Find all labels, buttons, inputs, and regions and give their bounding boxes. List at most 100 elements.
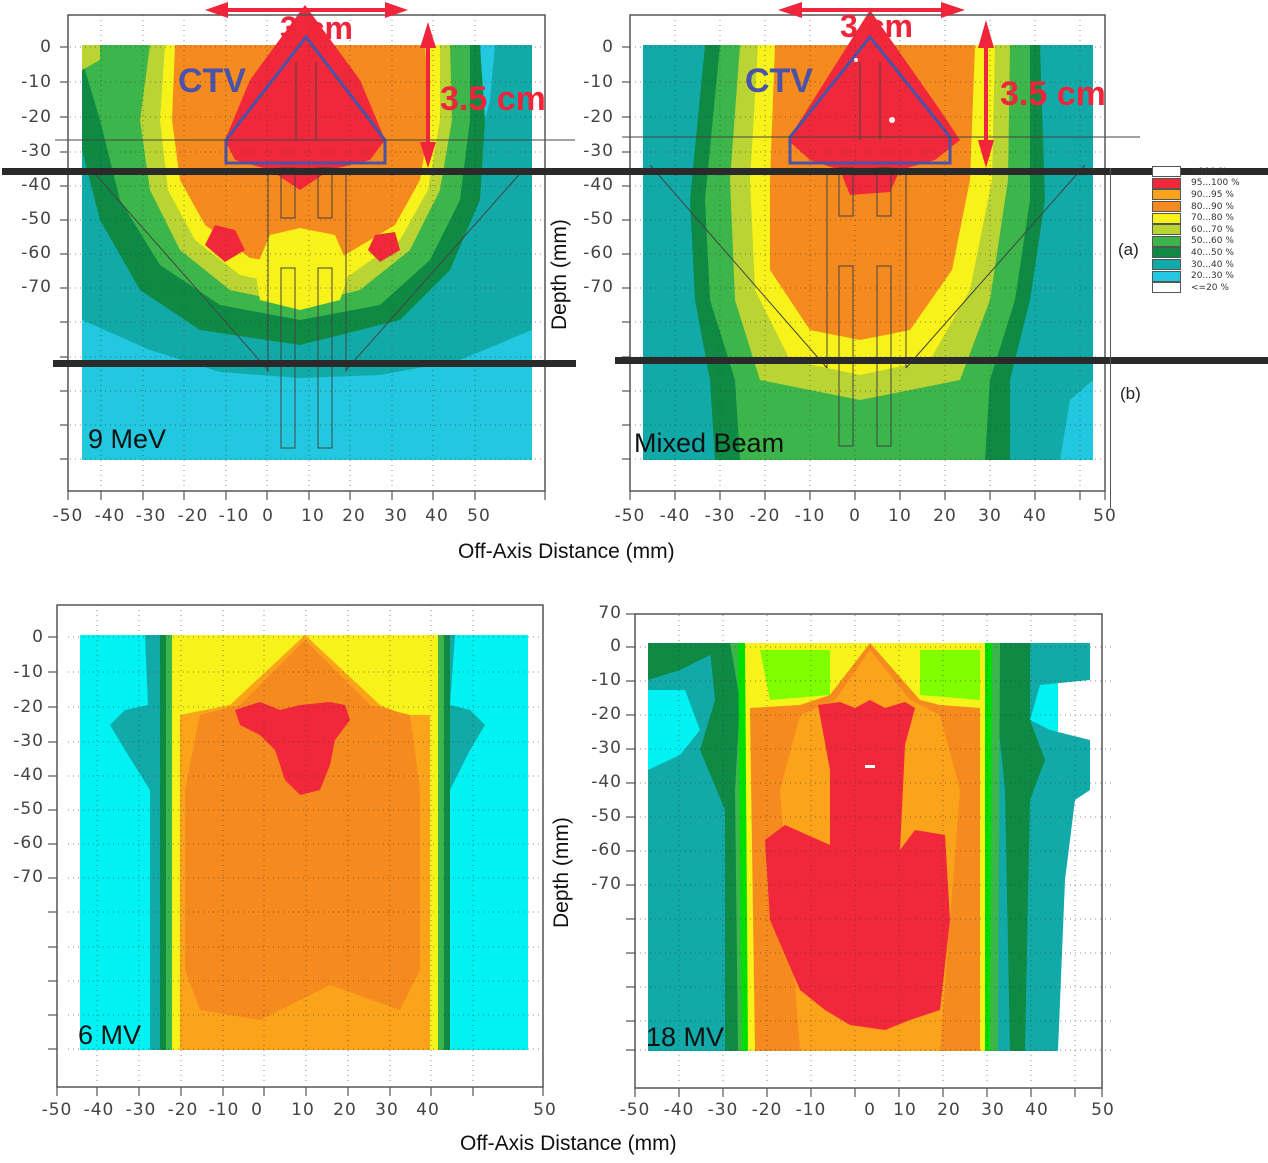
legend-item: <=20 % [1152, 282, 1240, 294]
xtick: 20 [333, 1100, 357, 1120]
dose-map-6mv [48, 604, 544, 1096]
annotation-depth: 3.5 cm [1000, 75, 1106, 113]
xtick: -20 [751, 1100, 783, 1120]
ytick: -20 [13, 697, 44, 717]
panel-mixed-beam: 0 -10 -20 -30 -40 -50 -60 -70 -50 -40 -3… [540, 0, 1140, 526]
xtick: -30 [707, 1100, 739, 1120]
panel-18mv: 70 0 -10 -20 -30 -40 -50 -60 -70 -50 -40… [550, 590, 1160, 1120]
ytick: -50 [583, 209, 614, 229]
ytick: -20 [21, 107, 52, 127]
legend-item: 30...40 % [1152, 259, 1240, 271]
xtick: 0 [864, 1100, 876, 1120]
xtick: -40 [663, 1100, 695, 1120]
xtick: -10 [218, 506, 250, 526]
annotation-width: 3 cm [840, 8, 913, 44]
xtick: 0 [251, 1100, 263, 1120]
reference-line-a [2, 168, 1268, 175]
xtick: -10 [794, 506, 826, 526]
xtick: -40 [94, 506, 126, 526]
xtick: 30 [981, 1100, 1005, 1120]
ytick: -60 [583, 243, 614, 263]
ytick: -40 [21, 175, 52, 195]
xtick: -50 [614, 506, 646, 526]
ytick: -40 [591, 772, 622, 792]
xtick: 30 [375, 1100, 399, 1120]
y-axis-title: Depth (mm) [548, 219, 571, 330]
ytick: -70 [591, 874, 622, 894]
ytick: -50 [591, 806, 622, 826]
annotation-depth: 3.5 cm [440, 80, 546, 118]
panel-label-9mev: 9 MeV [88, 424, 167, 454]
legend-item: 40...50 % [1152, 247, 1240, 259]
x-axis-title-top: Off-Axis Distance (mm) [458, 540, 675, 563]
legend-item: 20...30 % [1152, 270, 1240, 282]
xtick: -40 [83, 1100, 115, 1120]
legend-divider [1110, 168, 1111, 508]
xtick: -30 [135, 506, 167, 526]
dose-map-mixed [622, 2, 1140, 500]
ytick: -50 [21, 209, 52, 229]
panel-9mev: 0 -10 -20 -30 -40 -50 -60 -70 -50 -40 -3… [0, 0, 600, 526]
xtick: 30 [978, 506, 1002, 526]
xtick: 10 [893, 1100, 917, 1120]
panel-label-6mv: 6 MV [78, 1020, 142, 1050]
sub-label-b: (b) [1120, 384, 1141, 403]
legend-item: 95...100 % [1152, 177, 1240, 190]
ytick: -60 [21, 243, 52, 263]
ytick: 0 [610, 636, 622, 656]
ctv-label: CTV [178, 62, 246, 100]
xtick: 40 [416, 1100, 440, 1120]
xtick: -20 [177, 506, 209, 526]
ytick: -10 [591, 670, 622, 690]
xtick: 50 [533, 1100, 557, 1120]
xtick: -50 [52, 506, 84, 526]
xtick: -50 [41, 1100, 73, 1120]
ytick: -40 [13, 765, 44, 785]
ctv-label: CTV [745, 62, 813, 100]
y-axis-title: Depth (mm) [550, 817, 573, 928]
ytick: -30 [13, 731, 44, 751]
xtick: -40 [659, 506, 691, 526]
panel-label-mixed: Mixed Beam [634, 428, 785, 458]
xtick: 50 [467, 506, 491, 526]
ytick: 0 [40, 37, 52, 57]
ytick: -20 [591, 704, 622, 724]
legend: >100 % 95...100 % 90...95 % 80...90 % 70… [1152, 166, 1240, 294]
ytick: -30 [21, 141, 52, 161]
dose-map-18mv [626, 613, 1112, 1097]
xtick: -20 [749, 506, 781, 526]
ytick: -70 [13, 867, 44, 887]
xtick: 30 [384, 506, 408, 526]
ytick: 0 [32, 627, 44, 647]
xtick: -30 [704, 506, 736, 526]
xtick: 50 [1093, 506, 1117, 526]
xtick: -10 [208, 1100, 240, 1120]
ytick: -30 [583, 141, 614, 161]
panel-6mv: 0 -10 -20 -30 -40 -50 -60 -70 -50 -40 -3… [0, 590, 580, 1120]
xtick: 20 [933, 506, 957, 526]
xtick: 0 [849, 506, 861, 526]
legend-item: 70...80 % [1152, 212, 1240, 224]
reference-line-b-right [615, 357, 1268, 364]
ytick: -60 [13, 833, 44, 853]
ytick: -70 [583, 277, 614, 297]
ytick: -10 [583, 72, 614, 92]
x-axis-title-bottom: Off-Axis Distance (mm) [460, 1132, 677, 1155]
ytick: 70 [598, 603, 622, 623]
xtick: -50 [619, 1100, 651, 1120]
xtick: -10 [795, 1100, 827, 1120]
xtick: 20 [937, 1100, 961, 1120]
xtick: 10 [888, 506, 912, 526]
ytick: -40 [583, 175, 614, 195]
dose-map-9mev [55, 2, 575, 500]
reference-line-b-left [53, 360, 576, 367]
xtick: 0 [262, 506, 274, 526]
xtick: 40 [425, 506, 449, 526]
xtick: 10 [301, 506, 325, 526]
ytick: 0 [602, 37, 614, 57]
ytick: -50 [13, 799, 44, 819]
legend-item: 50...60 % [1152, 235, 1240, 248]
xtick: 40 [1023, 506, 1047, 526]
ytick: -10 [21, 72, 52, 92]
legend-item: >100 % [1152, 166, 1240, 178]
